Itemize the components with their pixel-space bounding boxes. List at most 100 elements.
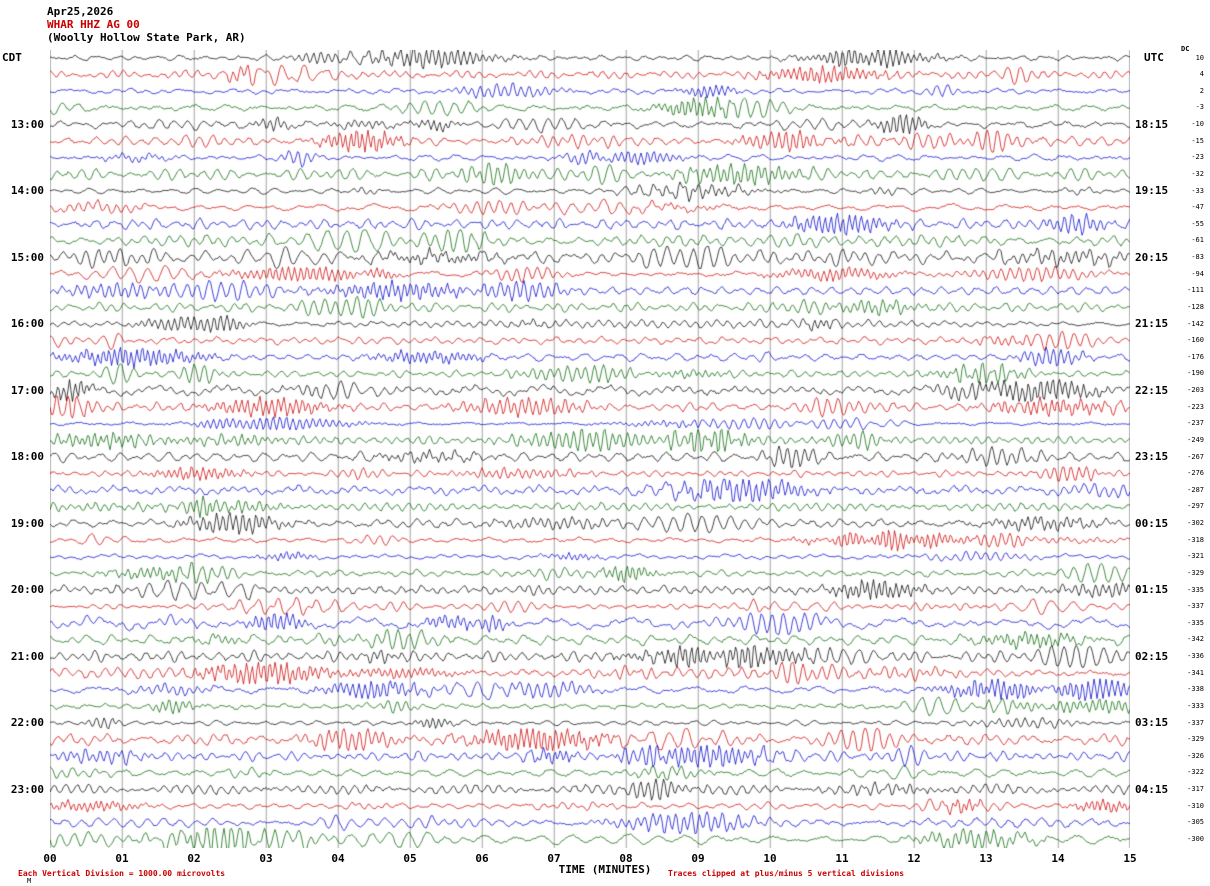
dc-offset-value: -55 (1191, 219, 1204, 228)
utc-hour-label: 18:15 (1135, 117, 1169, 131)
dc-offset-value: -15 (1191, 136, 1204, 145)
dc-offset-value: 2 (1199, 86, 1204, 95)
x-axis-tick-label: 05 (403, 852, 417, 865)
x-axis-tick-row: 00 01 02 03 04 05 06 07 08 09 10 11 12 13 14 15 (0, 852, 1210, 866)
cdt-hour-label: 20:00 (10, 583, 44, 596)
corner-mark: M (27, 877, 32, 885)
cdt-time-label-column: 13:00 14:00 15:00 16:00 17:00 18:00 19:00 20:00… (0, 0, 46, 886)
dc-offset-value: -287 (1187, 485, 1204, 494)
dc-offset-value: -336 (1187, 652, 1204, 660)
utc-hour-label: 22:15 (1135, 383, 1169, 397)
cdt-hour-label: 17:00 (10, 383, 44, 397)
utc-hour-label: 04:15 (1135, 782, 1169, 796)
dc-offset-value: -305 (1187, 818, 1204, 827)
dc-offset-value: 10 (1195, 53, 1204, 62)
utc-hour-label: 20:15 (1135, 250, 1169, 264)
dc-offset-value: -142 (1187, 319, 1204, 328)
x-axis-tick-label: 11 (835, 852, 849, 865)
clipping-note: Traces clipped at plus/minus 5 vertical … (668, 869, 905, 878)
dc-offset-value: -237 (1187, 419, 1204, 428)
dc-offset-value: -94 (1191, 269, 1204, 278)
dc-offset-value: -329 (1187, 735, 1204, 744)
cdt-hour-label: 16:00 (10, 317, 44, 330)
cdt-hour-label: 19:00 (10, 516, 44, 530)
x-axis-tick-label: 12 (907, 852, 921, 865)
dc-offset-column: 10 4 2 -3 -10 -15 -23 -32 -33 -47 -55 -61 -83 -94 -111… (1172, 0, 1206, 886)
dc-offset-value: -23 (1191, 153, 1204, 162)
x-axis-tick-label: 15 (1123, 852, 1137, 865)
cdt-hour-label: 21:00 (10, 649, 44, 663)
header-date: Apr25,2026 (47, 5, 114, 18)
x-axis-title: TIME (MINUTES) (558, 863, 652, 876)
dc-offset-value: -276 (1187, 469, 1204, 478)
dc-offset-value: -297 (1187, 502, 1204, 511)
dc-offset-value: -32 (1191, 169, 1204, 178)
cdt-hour-label: 13:00 (10, 117, 44, 131)
x-axis-tick-label: 10 (763, 852, 777, 865)
dc-offset-value: -326 (1187, 751, 1204, 760)
x-axis-tick-label: 13 (979, 852, 993, 865)
dc-offset-value: -337 (1187, 718, 1204, 727)
header-station-location: (Woolly Hollow State Park, AR) (47, 31, 246, 44)
dc-offset-value: -203 (1187, 386, 1204, 394)
dc-offset-value: -337 (1187, 602, 1204, 611)
cdt-hour-label: 22:00 (10, 716, 44, 729)
utc-time-label-column: 18:15 19:15 20:15 21:15 22:15 23:15 00:15 01:15… (1133, 0, 1183, 886)
x-axis-tick-label: 03 (259, 852, 273, 865)
x-axis-tick-label: 07 (547, 852, 561, 865)
x-axis-tick-label: 01 (115, 852, 129, 865)
x-axis-tick-label: 08 (619, 852, 633, 865)
utc-hour-label: 21:15 (1135, 317, 1169, 330)
dc-offset-value: 4 (1199, 70, 1204, 79)
header-station-code: WHAR HHZ AG 00 (47, 18, 140, 31)
dc-offset-value: -310 (1187, 801, 1204, 810)
timezone-label-cdt: CDT (2, 51, 22, 64)
cdt-hour-label: 15:00 (10, 250, 44, 264)
timezone-label-utc: UTC (1144, 51, 1164, 64)
utc-hour-label: 23:15 (1135, 450, 1169, 463)
dc-offset-value: -3 (1195, 103, 1204, 112)
dc-offset-value: -342 (1187, 635, 1204, 644)
utc-hour-label: 03:15 (1135, 716, 1169, 729)
cdt-hour-label: 14:00 (10, 184, 44, 197)
dc-offset-value: -302 (1187, 519, 1204, 527)
scale-note: Each Vertical Division = 1000.00 microvo… (18, 869, 226, 878)
dc-offset-value: -190 (1187, 369, 1204, 378)
utc-hour-label: 02:15 (1135, 649, 1169, 663)
utc-hour-label: 01:15 (1135, 583, 1169, 596)
dc-offset-value: -333 (1187, 701, 1204, 710)
dc-offset-value: -321 (1187, 552, 1204, 561)
dc-offset-column-label: DC (1181, 45, 1190, 53)
dc-offset-value: -249 (1187, 435, 1204, 444)
dc-offset-value: -83 (1191, 253, 1204, 261)
dc-offset-value: -267 (1187, 452, 1204, 461)
dc-offset-value: -61 (1191, 236, 1204, 245)
x-axis-tick-label: 00 (43, 852, 57, 865)
dc-offset-value: -317 (1187, 785, 1204, 793)
x-axis-tick-label: 06 (475, 852, 489, 865)
dc-offset-value: -176 (1187, 352, 1204, 361)
dc-offset-value: -33 (1191, 186, 1204, 195)
cdt-hour-label: 23:00 (10, 782, 44, 796)
cdt-hour-label: 18:00 (10, 450, 44, 463)
dc-offset-value: -338 (1187, 685, 1204, 694)
utc-hour-label: 19:15 (1135, 184, 1169, 197)
dc-offset-value: -47 (1191, 203, 1204, 212)
dc-offset-value: -335 (1187, 618, 1204, 627)
dc-offset-value: -318 (1187, 535, 1204, 544)
dc-offset-value: -111 (1187, 286, 1204, 295)
x-axis-tick-label: 14 (1051, 852, 1065, 865)
dc-offset-value: -329 (1187, 568, 1204, 577)
utc-hour-label: 00:15 (1135, 516, 1169, 530)
dc-offset-value: -128 (1187, 302, 1204, 311)
dc-offset-value: -335 (1187, 585, 1204, 594)
seismogram-canvas (50, 50, 1130, 848)
x-axis-tick-label: 09 (691, 852, 705, 865)
dc-offset-value: -10 (1191, 120, 1204, 128)
dc-offset-value: -160 (1187, 336, 1204, 345)
x-axis-tick-label: 04 (331, 852, 345, 865)
dc-offset-value: -322 (1187, 768, 1204, 777)
dc-offset-value: -341 (1187, 668, 1204, 677)
x-axis-tick-label: 02 (187, 852, 201, 865)
